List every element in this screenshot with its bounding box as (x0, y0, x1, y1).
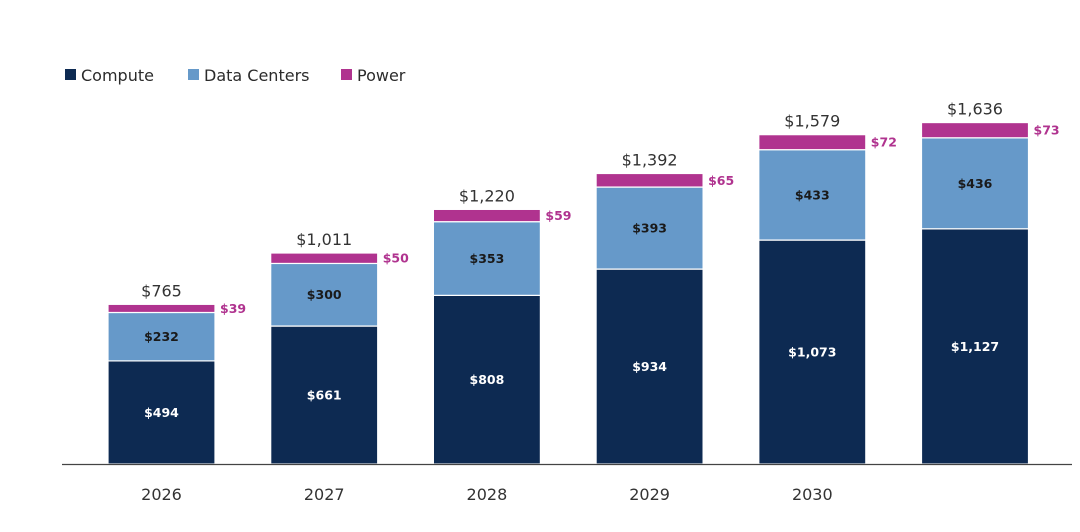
bar-data-centers-2029 (595, 186, 704, 270)
legend-label-compute: Compute (81, 66, 154, 85)
total-label-2028: $1,220 (459, 186, 515, 205)
data-label-compute-2029: $934 (632, 359, 667, 374)
legend-swatch-data-centers (188, 69, 199, 80)
data-label-power-2029: $65 (708, 173, 734, 188)
bar-group-2031: $1,127 $436 $73 $1,636 (920, 100, 1060, 465)
bar-group-2028: $808 $353 $59 $1,220 (432, 186, 571, 465)
data-label-data-centers-2028: $353 (470, 251, 505, 266)
legend-label-data-centers: Data Centers (204, 66, 309, 85)
bar-group-2026: $494 $232 $39 $765 (107, 281, 246, 465)
data-label-compute-2028: $808 (470, 372, 505, 387)
data-label-compute-2026: $494 (144, 405, 179, 420)
bar-compute-2028 (432, 294, 541, 465)
bar-data-centers-2027 (270, 262, 379, 327)
bar-power-2029 (595, 172, 704, 188)
data-label-compute-2031: $1,127 (951, 339, 999, 354)
data-label-data-centers-2029: $393 (632, 221, 667, 236)
bar-power-2030 (758, 134, 867, 151)
legend-swatch-compute (65, 69, 76, 80)
legend: Compute Data Centers Power (65, 66, 406, 85)
total-label-2029: $1,392 (622, 150, 678, 169)
bar-group-2030: $1,073 $433 $72 $1,579 (758, 112, 897, 465)
total-label-2031: $1,636 (947, 100, 1003, 119)
x-tick-label-2027: 2027 (304, 485, 345, 504)
data-label-power-2031: $73 (1034, 123, 1060, 138)
bar-power-2031 (920, 121, 1030, 139)
x-tick-label-2026: 2026 (141, 485, 182, 504)
data-label-data-centers-2027: $300 (307, 287, 342, 302)
total-label-2027: $1,011 (296, 230, 352, 249)
legend-swatch-power (341, 69, 352, 80)
total-label-2030: $1,579 (784, 112, 840, 131)
data-label-data-centers-2026: $232 (144, 329, 179, 344)
x-tick-label-2029: 2029 (629, 485, 670, 504)
bar-data-centers-2028 (432, 221, 541, 296)
data-label-data-centers-2031: $436 (958, 176, 993, 191)
bar-data-centers-2030 (758, 149, 867, 241)
bar-group-2029: $934 $393 $65 $1,392 (595, 150, 734, 465)
bar-power-2027 (270, 252, 379, 265)
data-label-compute-2027: $661 (307, 388, 342, 403)
total-label-2026: $765 (141, 281, 182, 300)
legend-label-power: Power (357, 66, 406, 85)
data-label-power-2030: $72 (871, 135, 897, 150)
bar-group-2027: $661 $300 $50 $1,011 (270, 230, 409, 465)
bar-power-2026 (107, 303, 216, 314)
bar-data-centers-2026 (107, 311, 216, 362)
bar-power-2028 (432, 208, 541, 223)
x-tick-label-2030: 2030 (792, 485, 833, 504)
data-label-power-2027: $50 (383, 251, 409, 266)
bar-compute-2026 (107, 360, 216, 465)
data-label-data-centers-2030: $433 (795, 187, 830, 202)
bar-compute-2031 (920, 228, 1030, 465)
data-label-compute-2030: $1,073 (788, 345, 836, 360)
x-tick-label-2028: 2028 (467, 485, 508, 504)
bars: $494 $232 $39 $765 $661 $300 $50 $1,011 $808 $353… (107, 100, 1060, 465)
x-tick-labels: 2026 2027 2028 2029 2030 (141, 485, 833, 504)
data-label-power-2026: $39 (220, 301, 246, 316)
data-label-power-2028: $59 (545, 208, 571, 223)
bar-data-centers-2031 (920, 137, 1030, 230)
